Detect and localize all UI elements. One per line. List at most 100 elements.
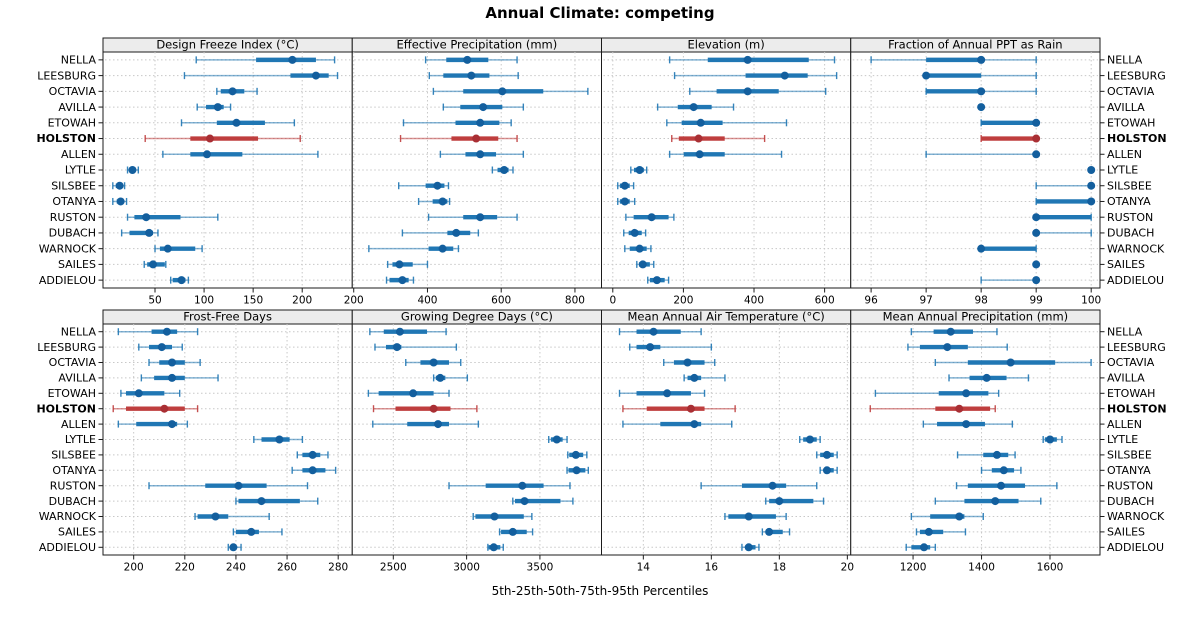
marker-silsbee: [296, 450, 329, 459]
marker-etowah: [367, 389, 450, 398]
median-dot: [508, 527, 517, 536]
marker-leesburg: [138, 343, 183, 352]
marker-sailes: [232, 527, 283, 536]
station-label-right: NELLA: [1107, 54, 1143, 67]
station-label-right: NELLA: [1107, 325, 1143, 338]
station-label-left: LYTLE: [65, 164, 96, 177]
station-label-left: OCTAVIA: [49, 356, 97, 369]
marker-avilla: [196, 103, 232, 112]
median-dot: [168, 420, 177, 429]
station-label-right: ALLEN: [1107, 148, 1142, 161]
median-dot: [392, 343, 401, 352]
marker-nella: [369, 327, 447, 336]
median-dot: [743, 55, 752, 64]
marker-allen: [439, 150, 525, 159]
marker-lytle: [1042, 435, 1063, 444]
marker-allen: [922, 420, 1014, 429]
median-dot: [635, 244, 644, 253]
marker-allen: [372, 420, 480, 429]
x-tick-label: 400: [744, 295, 764, 307]
marker-allen: [668, 150, 783, 159]
median-dot: [429, 358, 438, 367]
station-label-left: NELLA: [61, 54, 97, 67]
marker-sailes: [498, 527, 534, 536]
marker-lytle: [799, 435, 821, 444]
marker-leesburg: [374, 343, 458, 352]
station-label-left: SILSBEE: [51, 179, 96, 192]
median-dot: [744, 512, 753, 521]
marker-leesburg: [629, 343, 713, 352]
marker-octavia: [934, 358, 1092, 367]
station-label-left: ETOWAH: [48, 387, 96, 400]
marker-lytle: [253, 435, 304, 444]
median-dot: [1087, 197, 1096, 206]
marker-etowah: [120, 389, 181, 398]
x-tick-label: 240: [226, 562, 246, 574]
panel-5: Frost-Free Days 200 220 240 260 280 NELLA LEESB…: [36, 309, 353, 574]
marker-silsbee: [956, 450, 1016, 459]
median-dot: [257, 497, 266, 506]
median-dot: [696, 118, 705, 127]
marker-ruston: [126, 213, 219, 222]
marker-lytle: [1087, 166, 1096, 174]
x-tick-label: 1600: [1037, 562, 1064, 574]
median-dot: [232, 118, 241, 127]
marker-sailes: [143, 260, 167, 269]
marker-sailes: [915, 527, 967, 536]
marker-leesburg: [428, 71, 519, 80]
marker-warnock: [154, 244, 203, 253]
median-dot: [211, 512, 220, 521]
panel-strip-title: Design Freeze Index (°C): [156, 38, 299, 52]
marker-silsbee: [398, 181, 450, 190]
panel-strip-title: Fraction of Annual PPT as Rain: [888, 38, 1062, 52]
station-label-right: WARNOCK: [1107, 242, 1165, 255]
median-dot: [205, 134, 214, 143]
median-dot: [663, 389, 672, 398]
marker-avilla: [683, 373, 726, 382]
station-label-right: DUBACH: [1107, 227, 1154, 240]
marker-addielou: [227, 543, 242, 552]
x-tick-label: 100: [1081, 295, 1101, 307]
median-dot: [160, 404, 169, 413]
station-label-right: LEESBURG: [1107, 341, 1166, 354]
marker-addielou: [487, 543, 504, 552]
median-dot: [1087, 181, 1096, 190]
median-dot: [743, 87, 752, 96]
marker-holston: [399, 134, 518, 143]
median-dot: [694, 134, 703, 143]
marker-otanya: [566, 466, 590, 475]
marker-allen: [925, 150, 1041, 159]
median-dot: [476, 213, 485, 222]
marker-nella: [910, 327, 998, 336]
marker-sailes: [636, 260, 655, 269]
marker-addielou: [741, 543, 760, 552]
marker-allen: [622, 420, 733, 429]
station-label-right: HOLSTON: [1107, 132, 1167, 145]
marker-octavia: [405, 358, 462, 367]
marker-nella: [618, 327, 702, 336]
marker-warnock: [624, 244, 652, 253]
median-dot: [177, 276, 186, 285]
marker-addielou: [980, 276, 1041, 285]
median-dot: [683, 358, 692, 367]
median-dot: [228, 87, 237, 96]
station-label-left: HOLSTON: [36, 132, 96, 145]
marker-ruston: [427, 213, 518, 222]
marker-nella: [195, 55, 336, 64]
marker-octavia: [663, 358, 716, 367]
median-dot: [308, 466, 317, 475]
median-dot: [1006, 358, 1015, 367]
x-tick-label: 3500: [527, 562, 554, 574]
median-dot: [409, 389, 418, 398]
x-tick-label: 2500: [380, 562, 407, 574]
station-label-left: AVILLA: [58, 101, 96, 114]
median-dot: [213, 103, 222, 112]
x-tick-label: 150: [243, 295, 263, 307]
marker-silsbee: [1035, 181, 1096, 190]
station-label-right: ETOWAH: [1107, 117, 1155, 130]
median-dot: [115, 181, 124, 190]
median-dot: [690, 373, 699, 382]
marker-addielou: [647, 276, 670, 285]
marker-sailes: [1032, 260, 1041, 269]
station-label-left: SILSBEE: [51, 449, 96, 462]
